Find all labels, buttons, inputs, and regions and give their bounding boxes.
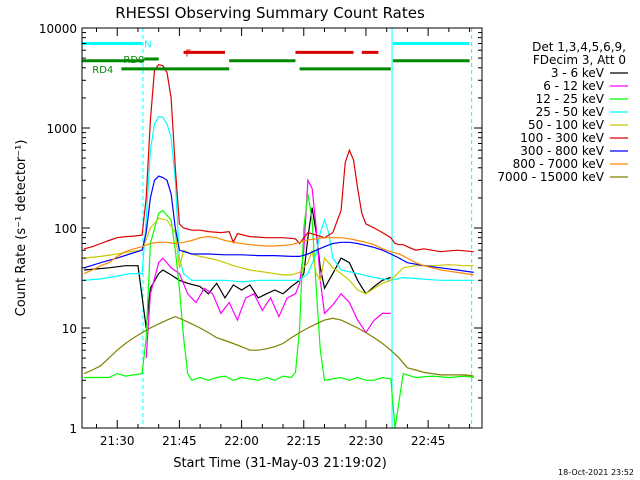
- state-bars-layer: N F RD0 RD4: [82, 39, 470, 76]
- legend-label: 100 - 300 keV: [520, 131, 604, 145]
- legend-label: 50 - 100 keV: [528, 118, 605, 132]
- chart-title: RHESSI Observing Summary Count Rates: [115, 4, 425, 22]
- x-tick-label: 21:45: [162, 434, 197, 448]
- y-axis-label: Count Rate (s⁻¹ detector⁻¹): [14, 140, 29, 317]
- series-line: [84, 217, 474, 295]
- y-tick-label: 1000: [46, 122, 77, 136]
- series-line: [83, 175, 474, 273]
- y-tick-label: 10000: [39, 22, 77, 36]
- legend: Det 1,3,4,5,6,9, FDecim 3, Att 0 3 - 6 k…: [497, 40, 628, 184]
- state-bar-label: RD0: [123, 55, 144, 66]
- state-bar-label: F: [186, 48, 192, 59]
- series-line: [84, 115, 474, 283]
- legend-label: 7000 - 15000 keV: [497, 170, 604, 184]
- series-line: [83, 64, 474, 253]
- legend-header-line-2: FDecim 3, Att 0: [533, 53, 626, 67]
- x-tick-label: 22:30: [349, 434, 384, 448]
- series-line: [83, 235, 474, 276]
- y-tick-label: 10: [62, 322, 77, 336]
- x-tick-label: 21:30: [100, 434, 135, 448]
- footer-timestamp: 18-Oct-2021 23:52: [558, 468, 634, 477]
- x-tick-label: 22:15: [286, 434, 321, 448]
- state-bar-label: RD4: [92, 65, 113, 76]
- y-tick-label: 100: [54, 222, 77, 236]
- legend-header-line-1: Det 1,3,4,5,6,9,: [532, 40, 626, 54]
- legend-label: 800 - 7000 keV: [513, 157, 605, 171]
- x-tick-label: 22:00: [224, 434, 259, 448]
- series-line: [84, 193, 474, 428]
- series-line: [84, 207, 391, 329]
- series-line: [145, 178, 391, 359]
- state-bar-label: N: [144, 39, 151, 50]
- x-axis-label: Start Time (31-May-03 21:19:02): [173, 456, 387, 471]
- legend-label: 300 - 800 keV: [520, 144, 604, 158]
- axes-layer: 21:30 21:45 22:00 22:15 22:30 22:45 1 10 100 1000…: [39, 22, 482, 448]
- y-tick-label: 1: [69, 422, 77, 436]
- x-tick-label: 22:45: [411, 434, 446, 448]
- legend-label: 12 - 25 keV: [536, 92, 605, 106]
- legend-label: 25 - 50 keV: [536, 105, 605, 119]
- series-line: [83, 315, 474, 377]
- series-layer: [83, 28, 474, 428]
- legend-label: 3 - 6 keV: [551, 66, 605, 80]
- legend-label: 6 - 12 keV: [543, 79, 605, 93]
